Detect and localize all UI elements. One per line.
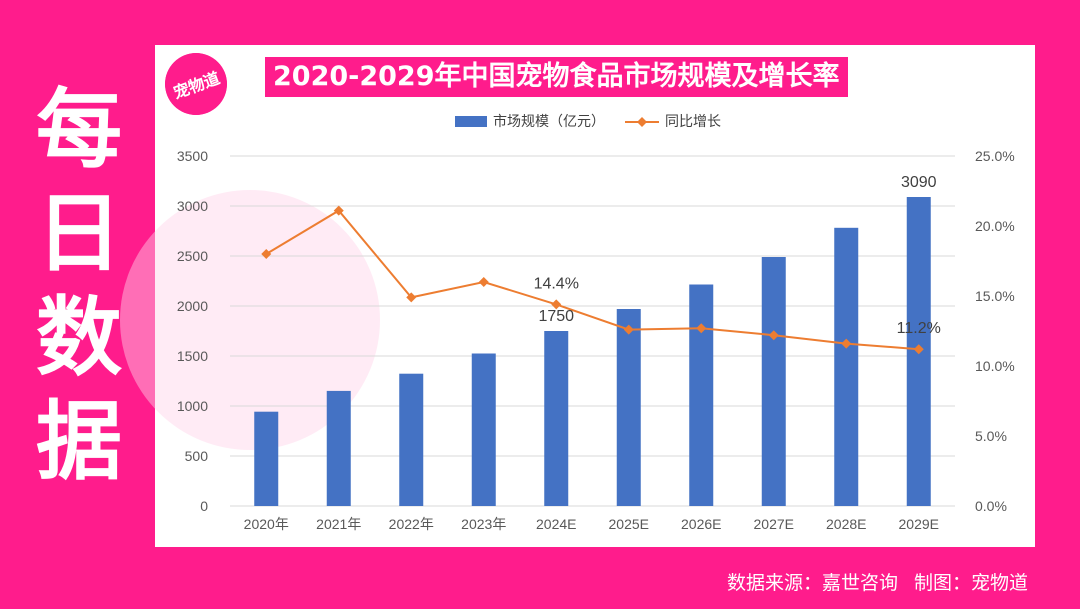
bar: [616, 309, 641, 506]
x-tick-label: 2029E: [899, 516, 939, 532]
source-footer: 数据来源：嘉世咨询 制图：宠物道: [727, 568, 1028, 595]
data-label: 1750: [538, 308, 574, 325]
y-tick-label-left: 0: [200, 498, 208, 514]
chart-title: 2020-2029年中国宠物食品市场规模及增长率: [265, 57, 848, 97]
growth-point: [406, 292, 417, 303]
data-label: 14.4%: [534, 275, 579, 292]
bar: [834, 227, 859, 507]
y-tick-label-right: 0.0%: [975, 498, 1007, 514]
side-title-char: 每: [36, 80, 122, 180]
growth-point: [841, 338, 852, 349]
side-title-char: 数: [36, 288, 122, 388]
growth-point: [696, 323, 707, 334]
growth-point: [913, 344, 924, 355]
growth-point: [261, 249, 272, 259]
bar: [689, 284, 714, 506]
x-tick-label: 2021年: [316, 516, 361, 532]
side-title-char: 日: [36, 184, 122, 284]
growth-point: [623, 324, 634, 335]
x-tick-label: 2026E: [681, 516, 721, 532]
y-tick-label-left: 500: [185, 448, 209, 464]
bar: [471, 353, 496, 506]
y-tick-label-left: 3000: [177, 198, 208, 214]
y-tick-label-right: 20.0%: [975, 218, 1015, 234]
data-label: 11.2%: [897, 320, 941, 337]
legend-swatch-bar: [455, 116, 487, 127]
bar: [544, 331, 569, 506]
y-tick-label-left: 2500: [177, 248, 208, 264]
maker-credit: 制图：宠物道: [913, 572, 1028, 594]
y-tick-label-left: 1000: [177, 398, 208, 414]
y-tick-label-left: 3500: [177, 148, 208, 164]
y-tick-label-right: 25.0%: [975, 148, 1015, 164]
bar: [761, 257, 786, 506]
x-tick-label: 2023年: [461, 516, 506, 532]
x-tick-label: 2027E: [754, 516, 794, 532]
chart-panel: 宠物道 2020-2029年中国宠物食品市场规模及增长率 0 500 1000 150…: [120, 45, 1035, 547]
bar: [399, 373, 424, 506]
x-tick-label: 2025E: [609, 516, 649, 532]
growth-point: [551, 299, 562, 310]
side-title: 每 日 数 据: [24, 78, 134, 494]
y-tick-label-right: 15.0%: [975, 288, 1015, 304]
combo-chart: 0 500 1000 1500 2000 2500 3000 3500 0.0% 5.0% 10.0…: [177, 113, 1015, 532]
y-tick-label-right: 10.0%: [975, 358, 1015, 374]
legend-label: 市场规模（亿元）: [493, 113, 605, 130]
y-tick-label-right: 5.0%: [975, 428, 1007, 444]
growth-line: [265, 209, 919, 351]
legend-swatch-marker: [637, 117, 647, 127]
source-credit: 数据来源：嘉世咨询: [726, 572, 898, 594]
x-tick-label: 2024E: [536, 516, 576, 532]
bar: [254, 411, 279, 506]
x-tick-label: 2028E: [826, 516, 866, 532]
growth-point: [768, 330, 779, 341]
brand-logo: 宠物道: [165, 53, 227, 115]
data-label: 3090: [901, 174, 937, 191]
y-tick-label-left: 1500: [177, 348, 208, 364]
bar: [326, 390, 351, 506]
legend-label: 同比增长: [665, 114, 721, 130]
growth-point: [333, 205, 344, 216]
x-tick-label: 2020年: [244, 516, 289, 532]
x-tick-label: 2022年: [389, 516, 434, 532]
y-tick-label-left: 2000: [177, 298, 208, 314]
side-title-char: 据: [36, 392, 122, 492]
growth-point: [478, 277, 489, 287]
